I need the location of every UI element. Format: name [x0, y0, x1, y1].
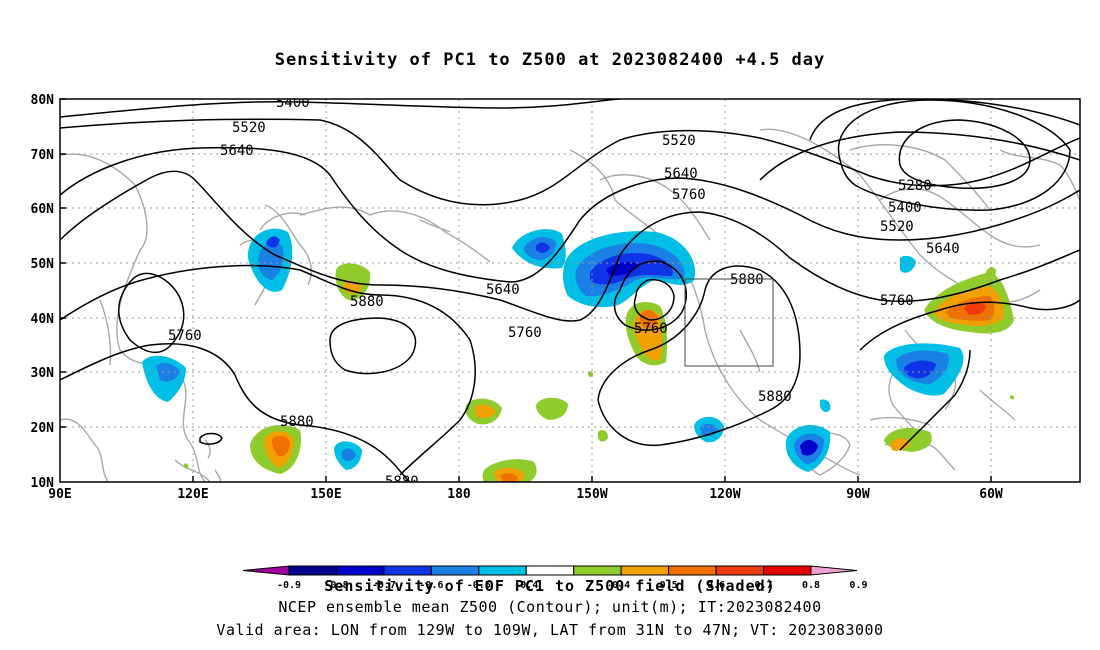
contour-label: 5880 — [350, 294, 384, 310]
contour-label: 5760 — [672, 187, 706, 203]
lon-label: 90W — [846, 487, 870, 502]
lat-label: 70N — [31, 148, 55, 163]
colorbar-segment — [478, 565, 527, 576]
contour-5760-trough — [118, 272, 185, 354]
colorbar-tick-label: -0.4 — [514, 580, 538, 591]
contour-label: 5520 — [232, 120, 266, 136]
contour-small-loop — [199, 432, 223, 445]
colorbar-tick-label: -0.9 — [277, 580, 301, 591]
contour-label: 5520 — [662, 133, 696, 149]
contour-label: 5640 — [220, 143, 254, 159]
colorbar-end-high — [810, 565, 858, 576]
contour-label: 5760 — [880, 293, 914, 309]
colorbar-segment — [288, 565, 337, 576]
contour-5640 — [60, 146, 1080, 283]
contour-5880-high — [329, 317, 417, 375]
contour-label: 5880 — [730, 272, 764, 288]
colorbar-tick-label: 0.8 — [802, 580, 820, 591]
contour-5880-ridge — [597, 265, 801, 447]
blob-us-east-neg — [820, 255, 964, 413]
lon-label: 180 — [447, 487, 471, 502]
colorbar-tick-label: 0.4 — [612, 580, 630, 591]
blob-south-china-neg — [142, 355, 186, 402]
contour-5400-low — [837, 99, 1071, 211]
caption-line-2: NCEP ensemble mean Z500 (Contour); unit(… — [278, 598, 822, 616]
latitude-labels: 80N 70N 60N 50N 40N 30N 20N 10N — [31, 93, 55, 491]
colorbar-segment — [715, 565, 765, 576]
colorbar-tick-label: 0.6 — [707, 580, 725, 591]
colorbar-segment — [383, 565, 432, 576]
contour-label: 5400 — [276, 95, 310, 111]
contour-label-layer: 5400 5520 5640 5760 5880 5520 5640 5760 … — [168, 95, 960, 490]
lat-label: 60N — [31, 202, 55, 217]
lon-label: 150W — [576, 487, 607, 502]
caption-line-3: Valid area: LON from 129W to 109W, LAT f… — [216, 621, 884, 639]
map-title: Sensitivity of PC1 to Z500 at 2023082400… — [274, 50, 826, 70]
contour-label: 5640 — [926, 241, 960, 257]
colorbar-tick-label: 0.9 — [849, 580, 867, 591]
lat-label: 40N — [31, 312, 55, 327]
lat-label: 20N — [31, 421, 55, 436]
colorbar: -0.9 -0.8 -0.7 -0.6 -0.5 -0.4 0.4 0.5 0.6 0.7 0.8 0… — [242, 565, 867, 591]
contour-label: 5880 — [280, 414, 314, 430]
contour-5520 — [60, 118, 1080, 206]
lon-label: 120W — [709, 487, 740, 502]
contour-5640-low — [759, 131, 1080, 181]
blob-central-pacific-pos — [465, 397, 568, 482]
contour-5880-south — [60, 343, 411, 482]
caption-line-1: Sensitivity of EOF PC1 to Z500 field (Sh… — [324, 577, 776, 595]
contour-5760-west — [60, 170, 1080, 322]
contour-label: 5880 — [758, 389, 792, 405]
colorbar-segment — [335, 565, 385, 576]
contour-5400 — [60, 99, 621, 118]
colorbar-tick-label: -0.6 — [419, 580, 443, 591]
colorbar-tick-label: -0.5 — [467, 580, 491, 591]
contour-label: 5760 — [634, 321, 668, 337]
colorbar-end-low — [242, 565, 290, 576]
lon-label: 120E — [177, 487, 208, 502]
contour-label: 5640 — [486, 282, 520, 298]
contour-5760-cutoff — [613, 260, 687, 331]
contour-5880 — [60, 264, 476, 476]
contour-5640-cutoff — [633, 278, 675, 321]
colorbar-tick-label: -0.8 — [324, 580, 348, 591]
longitude-labels: 90E 120E 150E 180 150W 120W 90W 60W — [48, 487, 1003, 502]
colorbar-segment — [763, 565, 812, 576]
colorbar-tick-label: 0.7 — [755, 580, 773, 591]
contour-label: 5640 — [664, 166, 698, 182]
lat-label: 30N — [31, 366, 55, 381]
graticule — [60, 99, 1080, 482]
blob-west-pacific-neg — [334, 441, 362, 470]
blob-kuroshio-pos — [335, 263, 371, 301]
colorbar-tick-label: -0.7 — [372, 580, 396, 591]
contour-5280 — [898, 119, 1031, 189]
contour-5880-atlantic — [859, 299, 1080, 351]
colorbar-segment — [668, 565, 717, 576]
lon-label: 150E — [310, 487, 341, 502]
blob-mexico-neg — [694, 416, 831, 472]
colorbar-segment — [573, 565, 622, 576]
colorbar-tick-label: 0.5 — [660, 580, 678, 591]
colorbar-segment — [430, 565, 480, 576]
lat-label: 50N — [31, 257, 55, 272]
colorbar-segment — [525, 565, 575, 576]
lat-label: 10N — [31, 476, 55, 491]
contour-label: 5400 — [888, 200, 922, 216]
plot-frame — [59, 98, 1081, 483]
contour-label: 5880 — [385, 474, 419, 490]
blob-west-pacific-pos — [250, 425, 302, 474]
contour-label: 5760 — [508, 325, 542, 341]
lon-label: 90E — [48, 487, 71, 502]
colorbar-segment — [620, 565, 670, 576]
contour-5880-florida — [899, 349, 971, 451]
contour-label: 5520 — [880, 219, 914, 235]
lon-label: 60W — [979, 487, 1003, 502]
axis-ticks — [60, 98, 992, 482]
z500-contours — [60, 99, 1080, 482]
contour-label: 5280 — [898, 178, 932, 194]
lat-label: 80N — [31, 93, 55, 108]
contour-label: 5760 — [168, 328, 202, 344]
valid-area-box — [684, 278, 774, 367]
